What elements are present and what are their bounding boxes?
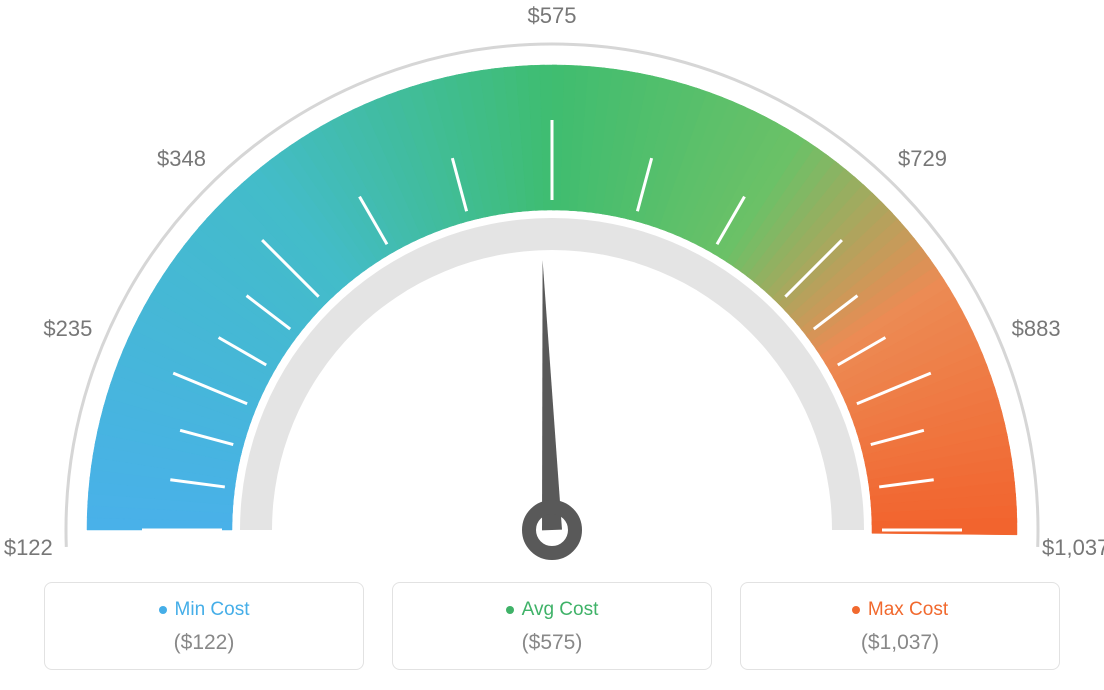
legend-label-text: Min Cost: [175, 599, 250, 621]
gauge-tick-label: $883: [1012, 316, 1061, 342]
legend-card: Avg Cost ($575): [392, 582, 712, 670]
cost-gauge-chart: $122 $235 $348 $575 $729 $883 $1,037: [0, 0, 1104, 560]
gauge-tick-label: $575: [528, 3, 577, 29]
gauge-svg: [0, 0, 1104, 560]
legend-dot-icon: [506, 606, 514, 614]
gauge-tick-label: $122: [4, 535, 53, 561]
legend-title: Max Cost: [852, 599, 948, 621]
gauge-tick-label: $1,037: [1042, 535, 1104, 561]
gauge-tick-label: $348: [157, 146, 206, 172]
legend-card: Max Cost ($1,037): [740, 582, 1060, 670]
legend-row: Min Cost ($122) Avg Cost ($575) Max Cost ($1,…: [0, 582, 1104, 670]
legend-label-text: Avg Cost: [522, 599, 599, 621]
legend-dot-icon: [852, 606, 860, 614]
legend-title: Min Cost: [159, 599, 250, 621]
legend-label-text: Max Cost: [868, 599, 948, 621]
legend-value-text: ($1,037): [741, 631, 1059, 655]
needle: [542, 260, 562, 530]
legend-value-text: ($122): [45, 631, 363, 655]
gauge-tick-label: $729: [898, 146, 947, 172]
legend-card: Min Cost ($122): [44, 582, 364, 670]
gauge-tick-label: $235: [43, 316, 92, 342]
legend-title: Avg Cost: [506, 599, 599, 621]
legend-dot-icon: [159, 606, 167, 614]
legend-value-text: ($575): [393, 631, 711, 655]
